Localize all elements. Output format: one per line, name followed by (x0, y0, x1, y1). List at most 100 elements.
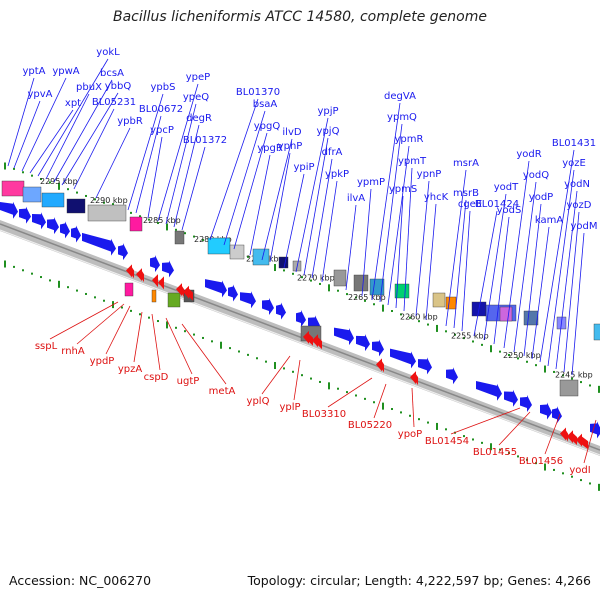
forward-gene-arrow (476, 380, 502, 401)
reverse-gene-arrow (303, 330, 313, 346)
forward-gene-label: ypcP (150, 125, 174, 136)
forward-gene-label: bsaA (253, 99, 278, 110)
lower-tick-track-tick (562, 472, 564, 475)
chromosome-backbone-edge (0, 223, 600, 451)
reverse-gene-label: metA (209, 386, 236, 397)
upper-tick-track-tick (589, 384, 591, 387)
reverse-gene-arrow (126, 264, 134, 279)
forward-gene-leader-line (21, 77, 67, 172)
lower-tick-track-tick (598, 483, 600, 491)
reverse-gene-label: yplP (279, 402, 300, 413)
lower-tick-track-tick (346, 391, 348, 394)
upper-tick-track-tick (301, 276, 303, 279)
forward-gene-leader-line (135, 115, 162, 214)
forward-gene-leader-line (53, 79, 113, 183)
forward-gene-leader-line (321, 180, 338, 283)
upper-tick-track-tick (166, 223, 168, 231)
forward-gene-label: ilvD (282, 127, 301, 138)
forward-gene-arrow (590, 421, 600, 439)
reverse-gene-label: BL01454 (425, 436, 469, 447)
forward-feature-box (174, 230, 185, 245)
lower-tick-track-tick (4, 260, 6, 268)
reverse-gene-label: sspL (35, 341, 58, 352)
forward-gene-label: ypjQ (317, 126, 340, 137)
reverse-gene-arrow (376, 358, 384, 373)
lower-tick-track-tick (391, 408, 393, 411)
forward-gene-label: ypkP (325, 169, 349, 180)
reverse-gene-label: ypdP (90, 356, 115, 367)
forward-gene-label: ypmS (389, 184, 417, 195)
forward-gene-label: cgeE (458, 199, 482, 210)
forward-gene-leader-line (555, 190, 578, 370)
upper-tick-track-tick (85, 194, 87, 197)
upper-tick-track-tick (292, 272, 294, 275)
upper-tick-track-tick (373, 303, 375, 306)
forward-gene-leader-line (453, 199, 467, 329)
reverse-gene-label: BL01455 (473, 447, 517, 458)
reverse-gene-label: ypoP (398, 429, 422, 440)
forward-feature-box (593, 323, 600, 341)
forward-gene-arrow (118, 243, 128, 261)
upper-tick-track-tick (517, 357, 519, 360)
forward-gene-label: bcsA (100, 68, 124, 79)
lower-tick-track-tick (238, 350, 240, 353)
upper-tick-track-tick (382, 304, 384, 312)
lower-tick-track-tick (13, 265, 15, 268)
upper-tick-track-tick (193, 235, 195, 238)
reverse-gene-arrow (158, 276, 164, 290)
reverse-gene-arrow (410, 371, 418, 386)
upper-tick-track-tick (571, 377, 573, 380)
upper-tick-track-tick (409, 316, 411, 319)
forward-feature-box (229, 244, 245, 260)
forward-gene-label: xpt (65, 98, 81, 109)
forward-gene-leader-line (493, 216, 510, 345)
lower-tick-track-tick (553, 468, 555, 471)
forward-gene-label: yodQ (523, 170, 549, 181)
upper-tick-track-tick (472, 340, 474, 343)
forward-feature-box (278, 256, 289, 269)
forward-gene-label: ypmR (395, 134, 424, 145)
forward-gene-leader-line (387, 145, 410, 306)
lower-tick-track-tick (67, 286, 69, 289)
forward-gene-leader-line (461, 210, 471, 332)
upper-tick-track-tick (58, 182, 60, 190)
forward-gene-label: ypgQ (254, 121, 281, 132)
forward-gene-leader-line (345, 204, 357, 291)
reverse-gene-leader-line (544, 413, 561, 455)
reverse-gene-arrow (152, 274, 158, 288)
forward-gene-leader-line (173, 124, 200, 228)
forward-gene-label: ypvA (27, 89, 52, 100)
upper-tick-track-tick (184, 232, 186, 235)
lower-tick-track-tick (517, 455, 519, 458)
forward-gene-leader-line (283, 173, 305, 269)
lower-tick-track-tick (22, 269, 24, 272)
forward-gene-label: msrB (453, 188, 479, 199)
chromosome-backbone-highlight (0, 229, 600, 456)
forward-gene-label: ypmP (357, 177, 385, 188)
forward-feature-box (445, 296, 457, 310)
forward-gene-label: pbuX (76, 82, 102, 93)
lower-tick-track-tick (481, 441, 483, 444)
forward-gene-label: yodT (494, 182, 519, 193)
forward-gene-arrow (372, 339, 384, 357)
upper-tick-track-tick (328, 284, 330, 292)
forward-gene-leader-line (379, 123, 403, 303)
forward-gene-label: ilvA (347, 193, 365, 204)
forward-gene-leader-line (295, 117, 329, 273)
kbp-tick-label: 2290 kbp (90, 196, 128, 205)
upper-tick-track-tick (310, 279, 312, 282)
reverse-gene-leader-line (165, 317, 193, 375)
forward-gene-leader-line (523, 203, 542, 357)
lower-tick-track-tick (76, 289, 78, 292)
forward-gene-leader-line (531, 226, 550, 360)
forward-feature-box (207, 237, 231, 255)
forward-gene-arrow (0, 201, 18, 219)
forward-feature-box (252, 248, 270, 266)
forward-gene-label: BL01431 (552, 138, 596, 149)
upper-tick-track-tick (418, 320, 420, 323)
forward-gene-leader-line (403, 167, 413, 312)
forward-gene-arrow (162, 260, 174, 278)
reverse-gene-leader-line (498, 411, 531, 446)
forward-gene-label: ypmT (398, 156, 427, 167)
